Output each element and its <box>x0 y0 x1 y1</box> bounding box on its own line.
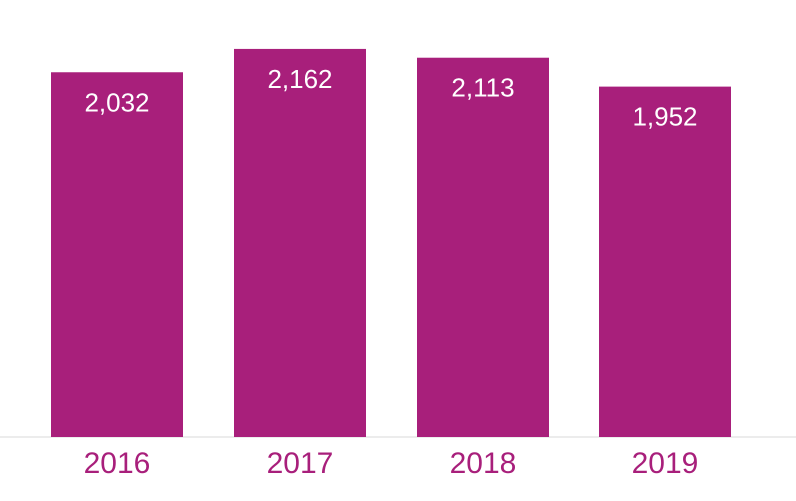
x-tick-label-2019: 2019 <box>632 447 699 480</box>
bar-2018 <box>417 57 549 438</box>
x-tick-labels-layer: 2016 2017 2018 2019 <box>84 447 699 480</box>
bars-layer <box>51 48 731 438</box>
data-label-2018: 2,113 <box>451 73 514 103</box>
bar-2019 <box>599 86 731 437</box>
data-labels-layer: 2,032 2,162 2,113 1,952 <box>84 64 697 132</box>
bar-2016 <box>51 72 183 438</box>
data-label-2017: 2,162 <box>267 64 332 94</box>
x-tick-label-2018: 2018 <box>450 447 517 480</box>
data-label-2016: 2,032 <box>84 87 149 117</box>
data-label-2019: 1,952 <box>632 102 697 132</box>
bar-2017 <box>234 48 366 438</box>
x-tick-label-2016: 2016 <box>84 447 151 480</box>
x-tick-label-2017: 2017 <box>267 447 334 480</box>
